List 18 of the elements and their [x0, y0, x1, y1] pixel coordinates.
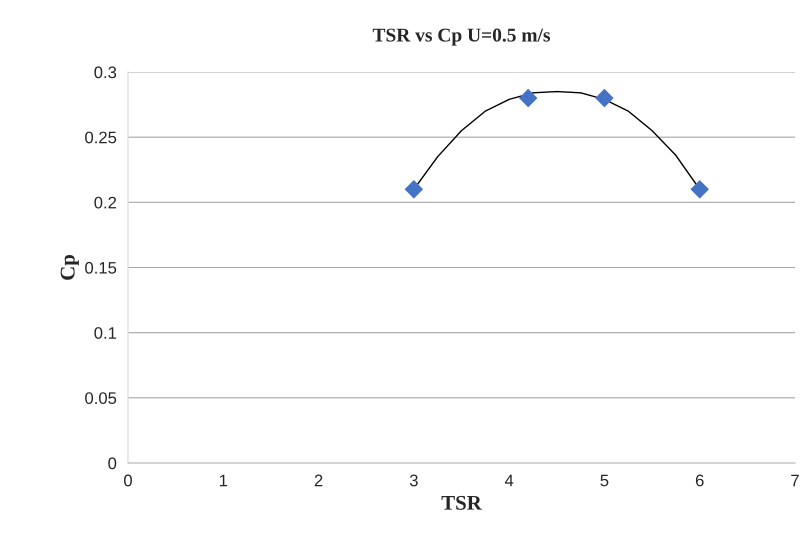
x-tick-label: 7 — [791, 474, 799, 486]
y-tick-label: 0 — [108, 457, 116, 470]
y-tick-label: 0.05 — [85, 392, 116, 404]
y-tick-label: 0.15 — [85, 262, 116, 274]
x-tick-label: 2 — [314, 474, 322, 486]
x-tick-label: 0 — [124, 474, 132, 486]
x-tick-label: 1 — [220, 474, 228, 486]
x-tick-label: 3 — [410, 474, 418, 486]
x-tick-label: 4 — [504, 474, 514, 486]
chart-title: TSR vs Cp U=0.5 m/s — [372, 28, 550, 46]
y-tick-label: 0.1 — [94, 327, 116, 339]
y-axis-title: Cp — [60, 255, 79, 280]
x-axis-title: TSR — [442, 496, 482, 510]
y-tick-label: 0.2 — [94, 196, 116, 209]
x-tick-label: 6 — [696, 474, 704, 486]
y-tick-label: 0.3 — [94, 66, 116, 78]
y-tick-label: 0.25 — [85, 132, 116, 144]
x-tick-label: 5 — [600, 474, 608, 486]
